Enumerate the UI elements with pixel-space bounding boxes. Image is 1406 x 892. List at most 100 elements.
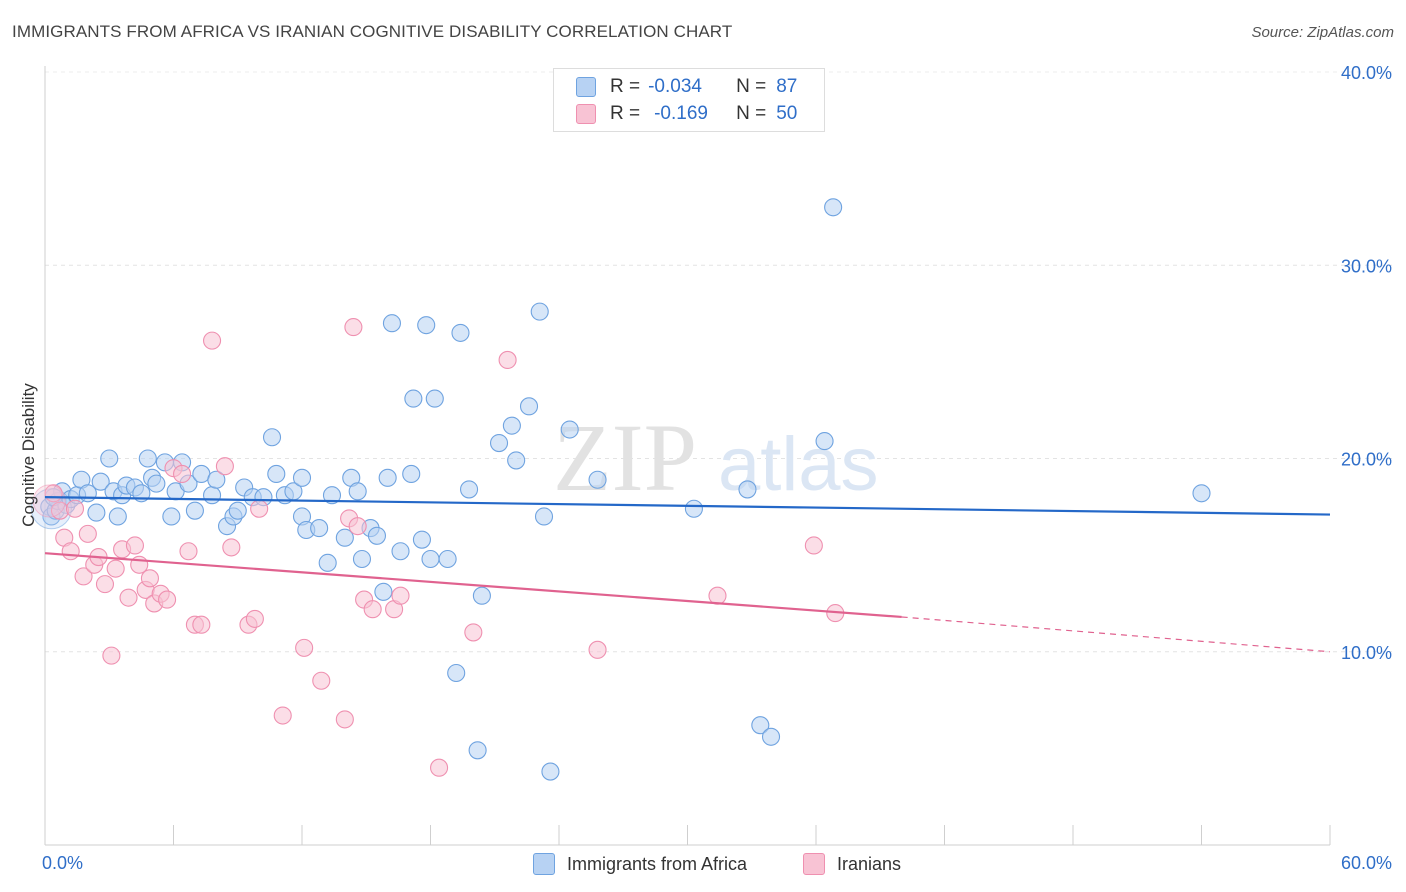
point-iranians <box>119 588 138 607</box>
point-africa <box>425 389 444 408</box>
point-africa <box>519 397 539 416</box>
point-iranians <box>250 499 269 518</box>
point-iranians <box>588 640 607 659</box>
legend-row-iranians: R = -0.169 N = 50 <box>576 102 797 126</box>
point-iranians <box>391 586 410 605</box>
point-africa <box>451 323 470 342</box>
series-iranians-points <box>32 318 845 777</box>
point-iranians <box>125 536 144 555</box>
point-africa <box>91 472 110 491</box>
legend-n-label: N = <box>736 76 767 97</box>
grid-lines <box>45 71 1392 653</box>
point-iranians <box>61 542 80 561</box>
point-africa <box>147 474 166 493</box>
point-africa <box>322 486 342 505</box>
point-africa <box>310 519 329 538</box>
point-africa <box>262 428 282 447</box>
point-africa <box>489 433 509 453</box>
point-iranians <box>203 331 222 350</box>
point-africa <box>318 553 337 572</box>
point-iranians <box>430 758 449 777</box>
point-iranians <box>95 575 115 594</box>
point-africa <box>421 549 440 569</box>
point-iranians <box>344 318 363 337</box>
bottom-legend-label-africa: Immigrants from Africa <box>567 853 748 874</box>
point-iranians <box>74 567 93 586</box>
point-africa <box>684 499 703 518</box>
point-iranians <box>498 350 517 369</box>
point-iranians <box>273 706 292 725</box>
point-africa <box>108 507 127 526</box>
legend-swatch-africa <box>576 77 596 97</box>
point-iranians <box>222 538 241 557</box>
legend-r-label: R = <box>610 103 641 124</box>
point-africa <box>761 727 781 746</box>
axes <box>44 66 1331 846</box>
point-iranians-large <box>32 484 66 518</box>
legend-n-label: N = <box>736 103 767 124</box>
trend-lines <box>44 496 1331 653</box>
point-africa <box>404 389 423 408</box>
point-iranians <box>158 590 177 609</box>
point-iranians <box>295 638 314 657</box>
point-africa <box>335 528 354 547</box>
legend-swatch-iranians <box>576 104 596 124</box>
point-africa <box>502 416 521 435</box>
point-africa <box>203 486 222 505</box>
point-africa <box>378 468 397 487</box>
point-africa <box>530 302 549 321</box>
point-africa <box>267 464 286 484</box>
point-iranians <box>192 615 211 634</box>
point-iranians <box>312 671 331 690</box>
point-iranians <box>65 499 85 518</box>
trend-line-iranians-extension <box>901 616 1331 653</box>
point-africa <box>447 663 466 683</box>
bottom-legend-swatch-iranians <box>803 853 825 875</box>
point-iranians <box>348 517 367 536</box>
bottom-legend-label-iranians: Iranians <box>837 853 902 874</box>
point-iranians <box>335 710 354 729</box>
legend-r-label: R = <box>610 76 641 97</box>
point-africa <box>560 420 579 439</box>
point-africa <box>459 480 479 499</box>
point-iranians <box>708 586 727 605</box>
point-iranians <box>363 600 382 619</box>
point-africa <box>292 468 312 487</box>
point-africa <box>352 549 372 569</box>
legend-r-value: -0.169 <box>654 103 708 124</box>
point-africa <box>468 741 487 760</box>
point-africa <box>162 507 181 526</box>
x-tick-label: 0.0% <box>42 853 83 873</box>
point-iranians <box>179 542 198 561</box>
point-africa <box>438 549 457 569</box>
point-africa <box>374 582 393 601</box>
point-iranians <box>804 536 823 555</box>
point-africa <box>207 470 226 489</box>
point-africa <box>391 542 410 561</box>
point-africa <box>402 464 421 484</box>
point-africa <box>228 501 247 520</box>
point-africa <box>534 507 554 526</box>
point-africa <box>824 198 843 217</box>
point-iranians <box>464 623 483 642</box>
watermark-zip: ZIP <box>553 404 697 511</box>
trend-line-iranians <box>44 552 902 619</box>
bottom-legend-swatch-africa <box>533 853 555 875</box>
point-africa <box>185 501 204 520</box>
x-tick-label: 60.0% <box>1341 853 1392 873</box>
point-africa <box>87 503 106 522</box>
point-africa <box>100 449 119 468</box>
point-iranians <box>173 464 192 484</box>
point-africa <box>751 716 770 735</box>
y-tick-label: 20.0% <box>1341 450 1392 470</box>
point-iranians <box>140 569 159 588</box>
point-africa <box>815 432 834 451</box>
point-africa <box>738 480 757 499</box>
legend-row-africa: R = -0.034 N = 87 <box>576 75 797 99</box>
point-iranians <box>245 609 264 628</box>
point-iranians <box>215 457 234 476</box>
point-africa <box>412 530 431 549</box>
y-axis-label: Cognitive Disability <box>19 383 38 527</box>
y-tick-label: 10.0% <box>1341 643 1392 663</box>
